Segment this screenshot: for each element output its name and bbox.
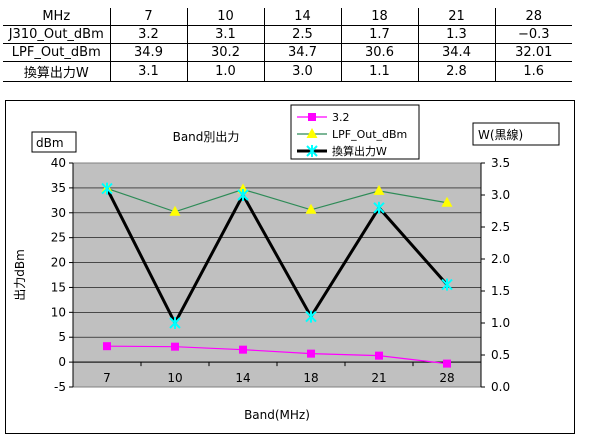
y2-tick-label: 1.0 bbox=[491, 316, 510, 330]
right-unit-box bbox=[472, 122, 560, 146]
legend-label: LPF_Out_dBm bbox=[332, 128, 407, 141]
y-tick-label: 10 bbox=[51, 305, 66, 319]
data-point bbox=[169, 317, 181, 329]
table-cell: 1.3 bbox=[418, 25, 496, 44]
y2-tick-label: 2.0 bbox=[491, 252, 510, 266]
data-point bbox=[237, 189, 249, 201]
line-chart: -5 0 5 10 15 20 25 30 35 40 0.0 0.5 1.0 1.5 2.0 2.5 3.0 3… bbox=[13, 104, 560, 422]
table-row-label: LPF_Out_dBm bbox=[3, 43, 111, 62]
legend-marker bbox=[306, 128, 318, 138]
table-row: J310_Out_dBm 3.2 3.1 2.5 1.7 1.3 −0.3 bbox=[3, 25, 572, 44]
series-line bbox=[106, 187, 448, 213]
data-table: MHz 7 10 14 18 21 28 J310_Out_dBm 3.2 3.… bbox=[3, 8, 572, 82]
table-header-cell: 18 bbox=[341, 8, 419, 26]
table-cell: 3.1 bbox=[187, 25, 265, 44]
data-point bbox=[101, 182, 113, 195]
legend-marker bbox=[308, 113, 316, 121]
data-point bbox=[169, 205, 181, 216]
legend-label: 3.2 bbox=[332, 111, 350, 124]
table-cell: 30.6 bbox=[341, 43, 419, 62]
data-point bbox=[441, 196, 453, 207]
table-row-label: J310_Out_dBm bbox=[3, 25, 111, 44]
data-point bbox=[103, 342, 111, 351]
table-cell: 1.1 bbox=[341, 61, 419, 82]
chart-frame: -5 0 5 10 15 20 25 30 35 40 0.0 0.5 1.0 1.5 2.0 2.5 3.0 3… bbox=[5, 100, 575, 434]
y-tick-label: 20 bbox=[51, 256, 66, 270]
table-cell: 3.0 bbox=[264, 61, 342, 82]
left-unit-box bbox=[31, 131, 77, 153]
table-cell: 2.5 bbox=[264, 25, 342, 44]
table-cell: 34.4 bbox=[418, 43, 496, 62]
y-tick-label: 40 bbox=[51, 156, 66, 170]
data-point bbox=[307, 349, 315, 358]
data-point bbox=[375, 351, 383, 360]
y2-tick-label: 3.0 bbox=[491, 188, 510, 202]
table-cell: 3.2 bbox=[110, 25, 188, 44]
series-line bbox=[105, 187, 449, 327]
table-header-cell: 7 bbox=[110, 8, 188, 26]
table-cell: 2.8 bbox=[418, 61, 496, 82]
table-header-cell: 28 bbox=[495, 8, 572, 26]
table-row: LPF_Out_dBm 34.9 30.2 34.7 30.6 34.4 32.… bbox=[3, 43, 572, 62]
y-axis-label: 出力dBm bbox=[13, 249, 27, 301]
legend-marker bbox=[306, 145, 318, 157]
y2-tick-label: 3.5 bbox=[491, 156, 510, 170]
data-point bbox=[373, 184, 385, 195]
data-point bbox=[171, 342, 179, 351]
x-tick-label: 28 bbox=[439, 371, 454, 385]
table-header-cell: 10 bbox=[187, 8, 265, 26]
y-tick-label: 5 bbox=[58, 330, 66, 344]
y2-tick-label: 1.5 bbox=[491, 284, 510, 298]
data-point bbox=[373, 201, 385, 214]
y-tick-label: -5 bbox=[54, 380, 66, 394]
x-tick-label: 7 bbox=[103, 371, 111, 385]
x-tick-label: 18 bbox=[303, 371, 318, 385]
table-cell: 32.01 bbox=[495, 43, 572, 62]
table-cell: 1.0 bbox=[187, 61, 265, 82]
legend-label: 換算出力W bbox=[332, 144, 387, 158]
y-tick-label: 15 bbox=[51, 280, 66, 294]
table-cell: 1.6 bbox=[495, 61, 572, 82]
y2-tick-label: 0.5 bbox=[491, 348, 510, 362]
y-tick-label: 35 bbox=[51, 181, 66, 195]
y-tick-label: 0 bbox=[58, 355, 66, 369]
right-unit-label: W(黒線) bbox=[478, 127, 523, 142]
data-point bbox=[305, 310, 317, 323]
y2-tick-label: 0.0 bbox=[491, 380, 510, 394]
y2-tick-label: 2.5 bbox=[491, 220, 510, 234]
table-cell: 34.9 bbox=[110, 43, 188, 62]
series-line bbox=[106, 345, 448, 365]
x-tick-label: 21 bbox=[371, 371, 386, 385]
table-header-cell: 14 bbox=[264, 8, 342, 26]
chart-title: Band別出力 bbox=[173, 130, 240, 144]
table-cell: 34.7 bbox=[264, 43, 342, 62]
table-cell: 3.1 bbox=[110, 61, 188, 82]
table-cell: 1.7 bbox=[341, 25, 419, 44]
data-point bbox=[443, 359, 451, 368]
plot-area bbox=[72, 162, 482, 388]
table-cell: 30.2 bbox=[187, 43, 265, 62]
x-tick-label: 14 bbox=[235, 371, 250, 385]
data-point bbox=[239, 345, 247, 354]
table-header-cell: MHz bbox=[3, 8, 111, 26]
table-cell: −0.3 bbox=[495, 25, 572, 44]
data-point bbox=[441, 278, 453, 291]
table-header-row: MHz 7 10 14 18 21 28 bbox=[3, 8, 572, 26]
y-tick-label: 30 bbox=[51, 206, 66, 220]
x-tick-label: 10 bbox=[167, 371, 182, 385]
x-axis-label: Band(MHz) bbox=[244, 408, 310, 422]
table-row: 換算出力W 3.1 1.0 3.0 1.1 2.8 1.6 bbox=[3, 61, 572, 82]
left-unit-label: dBm bbox=[36, 136, 64, 150]
table-header-cell: 21 bbox=[418, 8, 496, 26]
y-tick-label: 25 bbox=[51, 231, 66, 245]
data-point bbox=[305, 203, 317, 214]
table-row-label: 換算出力W bbox=[3, 61, 111, 82]
